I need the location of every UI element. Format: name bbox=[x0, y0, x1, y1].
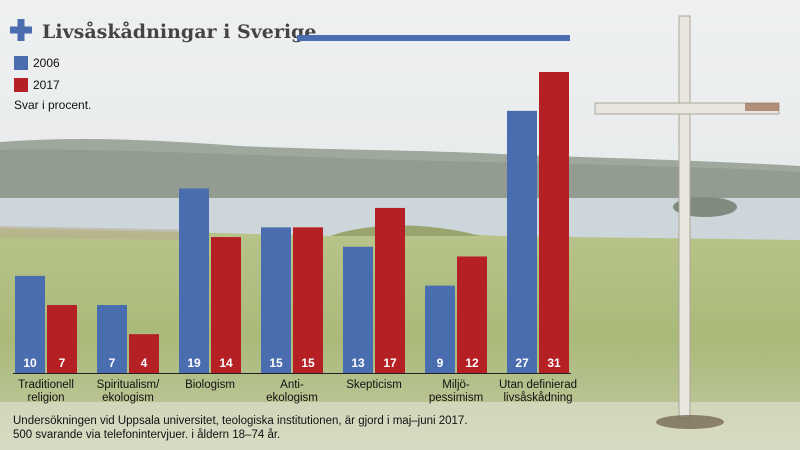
bar-2006-2 bbox=[179, 188, 209, 373]
category-label-5-1: pessimism bbox=[429, 392, 483, 404]
category-label-2-0: Biologism bbox=[185, 379, 235, 391]
bar-2006-1 bbox=[97, 305, 127, 373]
category-label-1-1: ekologism bbox=[102, 392, 154, 404]
bar-2017-1 bbox=[129, 334, 159, 373]
category-label-6-1: livsåskådning bbox=[503, 392, 572, 404]
category-label-4-0: Skepticism bbox=[346, 379, 402, 391]
plus-icon bbox=[10, 19, 32, 41]
cross-icon bbox=[594, 15, 780, 429]
bar-2006-0 bbox=[15, 275, 45, 373]
data-label-2017-0: 7 bbox=[59, 356, 66, 370]
bar-2006-3 bbox=[261, 227, 291, 373]
data-label-2006-4: 13 bbox=[351, 356, 365, 370]
data-label-2006-5: 9 bbox=[437, 356, 444, 370]
data-label-2017-1: 4 bbox=[141, 356, 148, 370]
bar-2017-5 bbox=[457, 256, 487, 373]
data-label-2017-6: 31 bbox=[547, 356, 561, 370]
legend-label-2017: 2017 bbox=[33, 78, 60, 92]
bar-2006-4 bbox=[343, 246, 373, 373]
data-label-2006-2: 19 bbox=[187, 356, 201, 370]
bar-2006-6 bbox=[507, 110, 537, 373]
data-label-2017-2: 14 bbox=[219, 356, 233, 370]
data-label-2017-3: 15 bbox=[301, 356, 315, 370]
footnote-line-1: Undersökningen vid Uppsala universitet, … bbox=[13, 415, 468, 427]
footnote-line-2: 500 svarande via telefonintervjuer. i ål… bbox=[13, 429, 281, 441]
data-label-2017-5: 12 bbox=[465, 356, 479, 370]
data-label-2006-3: 15 bbox=[269, 356, 283, 370]
category-label-3-1: ekologism bbox=[266, 392, 318, 404]
bar-2017-3 bbox=[293, 227, 323, 373]
category-label-1-0: Spiritualism/ bbox=[97, 379, 160, 391]
category-label-6-0: Utan definierad bbox=[499, 379, 577, 391]
bar-2017-6 bbox=[539, 72, 569, 373]
legend-swatch-2017 bbox=[14, 78, 28, 92]
data-label-2017-4: 17 bbox=[383, 356, 397, 370]
footnote: Undersökningen vid Uppsala universitet, … bbox=[13, 414, 533, 442]
legend-label-2006: 2006 bbox=[33, 56, 60, 70]
title-rule bbox=[297, 35, 570, 41]
category-label-5-0: Miljö- bbox=[442, 379, 470, 391]
bar-2017-4 bbox=[375, 207, 405, 373]
category-label-0-0: Traditionell bbox=[18, 379, 74, 391]
data-label-2006-0: 10 bbox=[23, 356, 37, 370]
category-label-0-1: religion bbox=[27, 392, 64, 404]
bar-2006-5 bbox=[425, 285, 455, 373]
chart-subtitle: Svar i procent. bbox=[14, 98, 92, 112]
data-label-2006-1: 7 bbox=[109, 356, 116, 370]
legend-swatch-2006 bbox=[14, 56, 28, 70]
chart-title: Livsåskådningar i Sverige bbox=[42, 21, 317, 43]
bar-2017-0 bbox=[47, 305, 77, 373]
category-label-3-0: Anti- bbox=[280, 379, 304, 391]
data-label-2006-6: 27 bbox=[515, 356, 529, 370]
bar-2017-2 bbox=[211, 237, 241, 373]
